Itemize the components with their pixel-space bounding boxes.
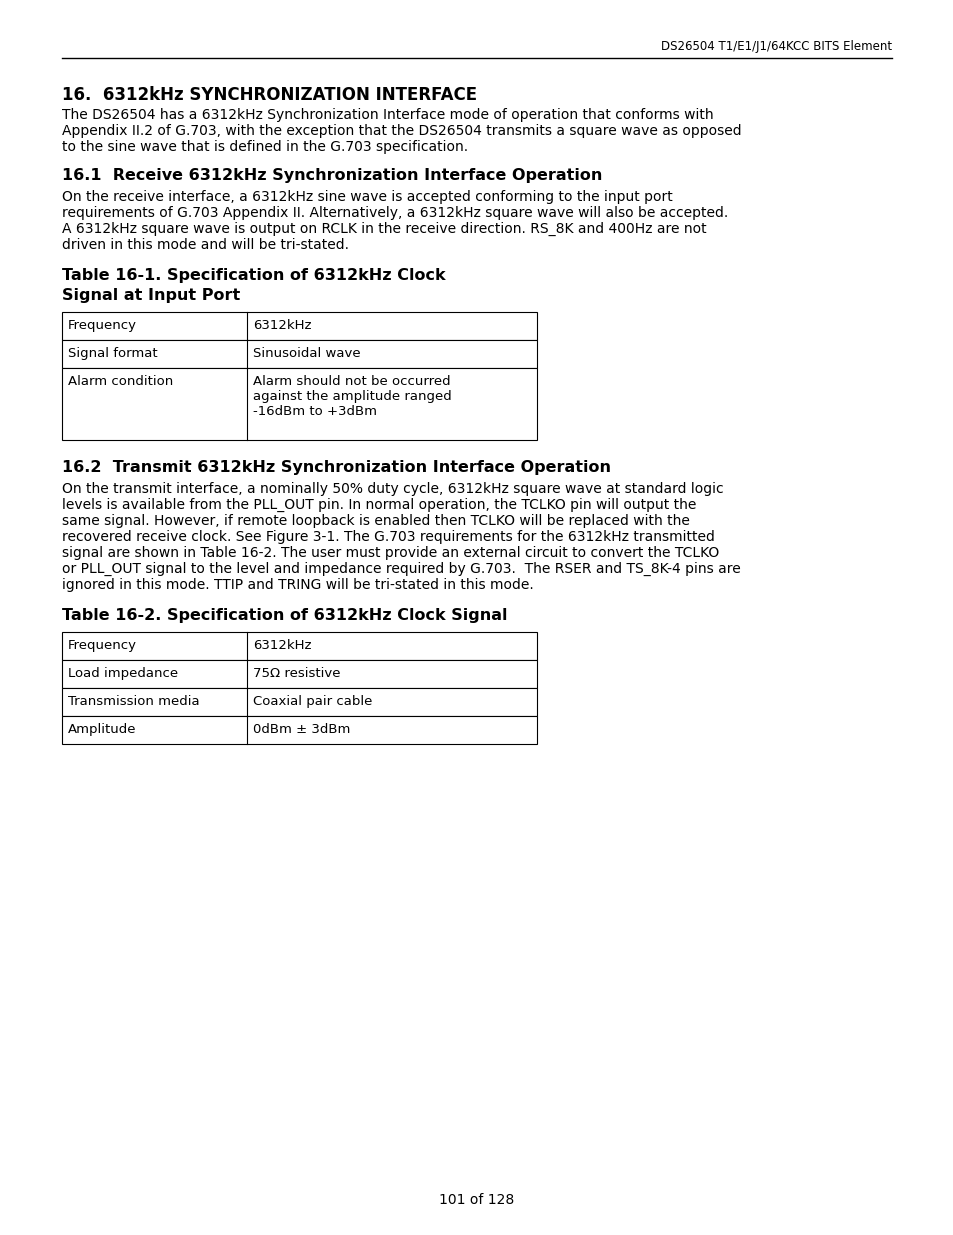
Text: Transmission media: Transmission media bbox=[68, 695, 199, 708]
Text: Load impedance: Load impedance bbox=[68, 667, 178, 680]
FancyBboxPatch shape bbox=[62, 716, 537, 743]
Text: 16.2  Transmit 6312kHz Synchronization Interface Operation: 16.2 Transmit 6312kHz Synchronization In… bbox=[62, 459, 610, 475]
Text: same signal. However, if remote loopback is enabled then TCLKO will be replaced : same signal. However, if remote loopback… bbox=[62, 514, 689, 529]
Text: Alarm condition: Alarm condition bbox=[68, 375, 173, 388]
Text: Signal at Input Port: Signal at Input Port bbox=[62, 288, 240, 303]
Text: to the sine wave that is defined in the G.703 specification.: to the sine wave that is defined in the … bbox=[62, 140, 468, 154]
Text: The DS26504 has a 6312kHz Synchronization Interface mode of operation that confo: The DS26504 has a 6312kHz Synchronizatio… bbox=[62, 107, 713, 122]
Text: requirements of G.703 Appendix II. Alternatively, a 6312kHz square wave will als: requirements of G.703 Appendix II. Alter… bbox=[62, 206, 727, 220]
FancyBboxPatch shape bbox=[62, 688, 537, 716]
Text: 0dBm ± 3dBm: 0dBm ± 3dBm bbox=[253, 722, 350, 736]
Text: 6312kHz: 6312kHz bbox=[253, 638, 312, 652]
Text: Coaxial pair cable: Coaxial pair cable bbox=[253, 695, 372, 708]
Text: -16dBm to +3dBm: -16dBm to +3dBm bbox=[253, 405, 376, 417]
Text: recovered receive clock. See Figure 3-1. The G.703 requirements for the 6312kHz : recovered receive clock. See Figure 3-1.… bbox=[62, 530, 714, 543]
Text: Sinusoidal wave: Sinusoidal wave bbox=[253, 347, 360, 359]
Text: 101 of 128: 101 of 128 bbox=[439, 1193, 514, 1207]
FancyBboxPatch shape bbox=[62, 659, 537, 688]
Text: or PLL_OUT signal to the level and impedance required by G.703.  The RSER and TS: or PLL_OUT signal to the level and imped… bbox=[62, 562, 740, 577]
Text: driven in this mode and will be tri-stated.: driven in this mode and will be tri-stat… bbox=[62, 238, 349, 252]
Text: DS26504 T1/E1/J1/64KCC BITS Element: DS26504 T1/E1/J1/64KCC BITS Element bbox=[660, 40, 891, 53]
Text: 16.  6312kHz SYNCHRONIZATION INTERFACE: 16. 6312kHz SYNCHRONIZATION INTERFACE bbox=[62, 86, 476, 104]
Text: Signal format: Signal format bbox=[68, 347, 157, 359]
Text: On the transmit interface, a nominally 50% duty cycle, 6312kHz square wave at st: On the transmit interface, a nominally 5… bbox=[62, 482, 723, 496]
FancyBboxPatch shape bbox=[62, 312, 537, 340]
Text: On the receive interface, a 6312kHz sine wave is accepted conforming to the inpu: On the receive interface, a 6312kHz sine… bbox=[62, 190, 672, 204]
Text: Amplitude: Amplitude bbox=[68, 722, 136, 736]
Text: Table 16-1. Specification of 6312kHz Clock: Table 16-1. Specification of 6312kHz Clo… bbox=[62, 268, 445, 283]
Text: levels is available from the PLL_OUT pin. In normal operation, the TCLKO pin wil: levels is available from the PLL_OUT pin… bbox=[62, 498, 696, 513]
Text: 75Ω resistive: 75Ω resistive bbox=[253, 667, 340, 680]
Text: Table 16-2. Specification of 6312kHz Clock Signal: Table 16-2. Specification of 6312kHz Clo… bbox=[62, 608, 507, 622]
Text: Frequency: Frequency bbox=[68, 638, 137, 652]
Text: against the amplitude ranged: against the amplitude ranged bbox=[253, 390, 452, 403]
FancyBboxPatch shape bbox=[62, 368, 537, 440]
Text: signal are shown in Table 16-2. The user must provide an external circuit to con: signal are shown in Table 16-2. The user… bbox=[62, 546, 719, 559]
Text: 6312kHz: 6312kHz bbox=[253, 319, 312, 332]
FancyBboxPatch shape bbox=[62, 340, 537, 368]
Text: Frequency: Frequency bbox=[68, 319, 137, 332]
Text: A 6312kHz square wave is output on RCLK in the receive direction. RS_8K and 400H: A 6312kHz square wave is output on RCLK … bbox=[62, 222, 706, 236]
Text: 16.1  Receive 6312kHz Synchronization Interface Operation: 16.1 Receive 6312kHz Synchronization Int… bbox=[62, 168, 601, 183]
Text: Appendix II.2 of G.703, with the exception that the DS26504 transmits a square w: Appendix II.2 of G.703, with the excepti… bbox=[62, 124, 740, 138]
Text: ignored in this mode. TTIP and TRING will be tri-stated in this mode.: ignored in this mode. TTIP and TRING wil… bbox=[62, 578, 533, 592]
Text: Alarm should not be occurred: Alarm should not be occurred bbox=[253, 375, 450, 388]
FancyBboxPatch shape bbox=[62, 632, 537, 659]
